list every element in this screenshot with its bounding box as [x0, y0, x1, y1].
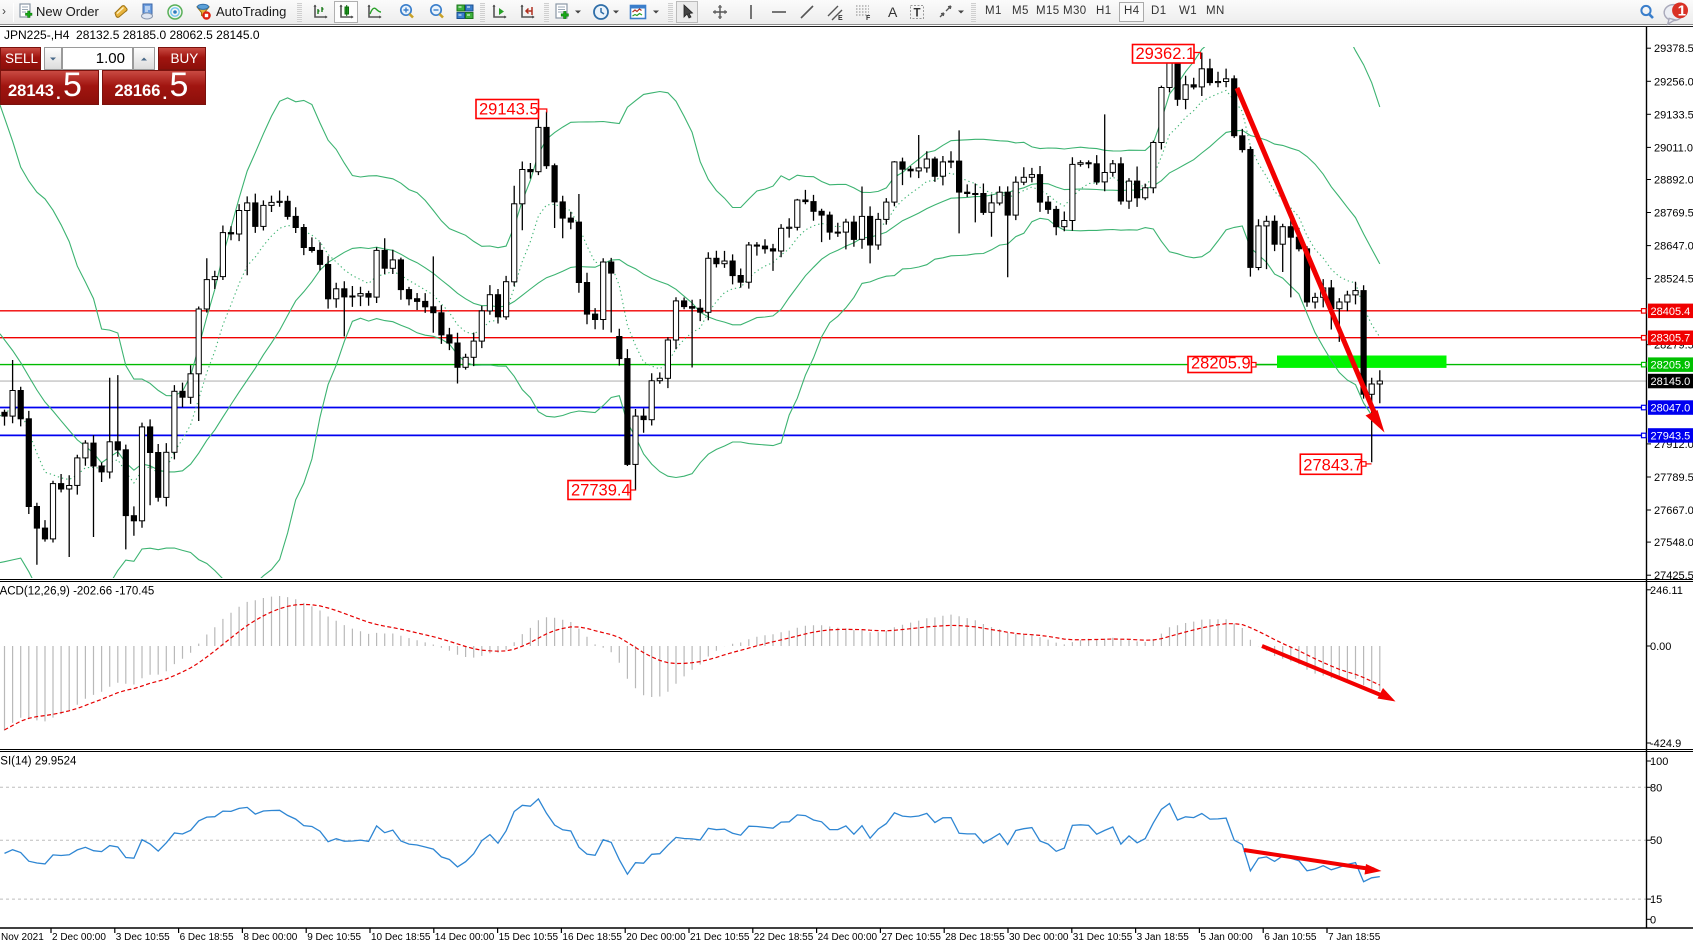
svg-text:28524.5: 28524.5 [1654, 274, 1693, 286]
svg-text:29143.5: 29143.5 [479, 101, 539, 119]
svg-text:27843.7: 27843.7 [1303, 456, 1363, 474]
svg-text:MACD(12,26,9) -202.66 -170.45: MACD(12,26,9) -202.66 -170.45 [0, 586, 154, 598]
svg-text:3 Jan 18:55: 3 Jan 18:55 [1137, 932, 1190, 941]
svg-text:27789.5: 27789.5 [1654, 472, 1693, 484]
svg-text:28405.4: 28405.4 [1651, 306, 1691, 318]
svg-text:15 Dec 10:55: 15 Dec 10:55 [499, 932, 559, 941]
svg-text:6 Jan 10:55: 6 Jan 10:55 [1264, 932, 1317, 941]
svg-text:10 Dec 18:55: 10 Dec 18:55 [371, 932, 431, 941]
svg-text:28145.0: 28145.0 [1651, 376, 1691, 388]
svg-text:8 Dec 00:00: 8 Dec 00:00 [243, 932, 297, 941]
svg-text:RSI(14) 29.9524: RSI(14) 29.9524 [0, 756, 77, 768]
svg-text:30 Dec 00:00: 30 Dec 00:00 [1009, 932, 1069, 941]
svg-text:29256.0: 29256.0 [1654, 76, 1693, 88]
svg-text:5 Jan 00:00: 5 Jan 00:00 [1200, 932, 1253, 941]
svg-text:27425.5: 27425.5 [1654, 570, 1693, 582]
svg-text:28769.5: 28769.5 [1654, 208, 1693, 220]
svg-text:31 Dec 10:55: 31 Dec 10:55 [1073, 932, 1133, 941]
svg-text:7 Jan 18:55: 7 Jan 18:55 [1328, 932, 1381, 941]
svg-text:28305.7: 28305.7 [1651, 333, 1691, 345]
svg-text:27667.0: 27667.0 [1654, 505, 1693, 517]
svg-text:9 Dec 10:55: 9 Dec 10:55 [307, 932, 361, 941]
svg-text:6 Dec 18:55: 6 Dec 18:55 [180, 932, 234, 941]
svg-text:E: E [838, 15, 843, 21]
svg-text:0.00: 0.00 [1650, 641, 1671, 653]
svg-text:Nov 2021: Nov 2021 [1, 932, 44, 941]
svg-text:27943.5: 27943.5 [1651, 430, 1691, 442]
svg-text:29133.5: 29133.5 [1654, 109, 1693, 121]
svg-text:14 Dec 00:00: 14 Dec 00:00 [435, 932, 495, 941]
svg-text:16 Dec 18:55: 16 Dec 18:55 [562, 932, 622, 941]
svg-text:28 Dec 18:55: 28 Dec 18:55 [945, 932, 1005, 941]
svg-text:21 Dec 10:55: 21 Dec 10:55 [690, 932, 750, 941]
svg-text:29362.1: 29362.1 [1136, 45, 1196, 63]
svg-text:100: 100 [1650, 756, 1668, 768]
svg-text:29378.5: 29378.5 [1654, 43, 1693, 55]
svg-text:50: 50 [1650, 835, 1662, 847]
svg-text:27548.0: 27548.0 [1654, 537, 1693, 549]
svg-text:27739.4: 27739.4 [571, 482, 631, 500]
svg-text:2 Dec 00:00: 2 Dec 00:00 [52, 932, 106, 941]
svg-text:24 Dec 00:00: 24 Dec 00:00 [818, 932, 878, 941]
svg-text:A: A [888, 4, 898, 20]
svg-text:15: 15 [1650, 894, 1662, 906]
svg-text:246.11: 246.11 [1650, 585, 1683, 597]
svg-text:28892.0: 28892.0 [1654, 175, 1693, 187]
svg-text:28205.9: 28205.9 [1651, 360, 1691, 372]
svg-text:-424.9: -424.9 [1650, 738, 1681, 750]
svg-text:22 Dec 18:55: 22 Dec 18:55 [754, 932, 814, 941]
svg-text:28205.9: 28205.9 [1191, 355, 1251, 373]
svg-text:28047.0: 28047.0 [1651, 403, 1691, 415]
svg-text:20 Dec 00:00: 20 Dec 00:00 [626, 932, 686, 941]
svg-text:1: 1 [1678, 2, 1686, 19]
svg-text:0: 0 [1650, 914, 1656, 926]
svg-text:27 Dec 10:55: 27 Dec 10:55 [881, 932, 941, 941]
svg-text:F: F [866, 15, 871, 21]
svg-text:29011.0: 29011.0 [1654, 142, 1693, 154]
svg-text:3 Dec 10:55: 3 Dec 10:55 [116, 932, 170, 941]
svg-text:80: 80 [1650, 782, 1662, 794]
svg-text:T: T [914, 8, 921, 20]
svg-text:28647.0: 28647.0 [1654, 241, 1693, 253]
